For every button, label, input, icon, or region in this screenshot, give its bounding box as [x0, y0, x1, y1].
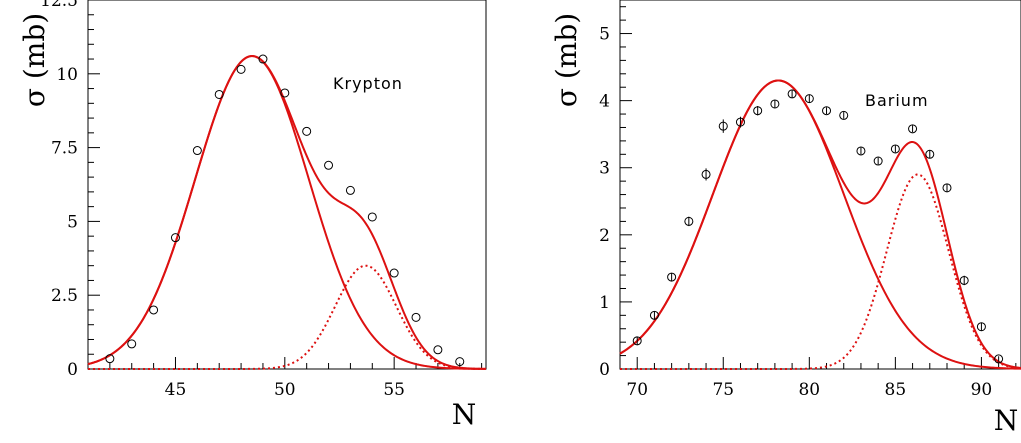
barium-fit-component-1-line: [619, 79, 1021, 370]
barium-x-tick-label: 90: [971, 380, 993, 400]
krypton-data-point: [170, 233, 180, 243]
barium-panel-label: Barium: [865, 91, 929, 110]
barium-y-axis-title: σ (mb): [550, 13, 583, 107]
krypton-panel-label: Krypton: [333, 74, 403, 93]
krypton-data-point: [105, 354, 115, 364]
krypton-x-axis-title: N: [452, 398, 477, 431]
krypton-fit-component-1-line: [87, 55, 486, 370]
barium-data-point: [890, 144, 900, 154]
krypton-y-tick-label: 7.5: [51, 139, 78, 159]
krypton-data-point: [345, 185, 355, 195]
barium-x-tick-label: 70: [626, 380, 648, 400]
krypton-data-point: [302, 126, 312, 136]
krypton-x-tick-label: 50: [274, 380, 296, 400]
krypton-data-point: [236, 64, 246, 74]
barium-data-point: [994, 354, 1004, 364]
krypton-y-tick-label: 12.5: [40, 0, 78, 11]
barium-data-point: [976, 322, 986, 332]
krypton-y-axis-title: σ (mb): [18, 13, 51, 107]
krypton-data-point: [258, 54, 268, 64]
barium-y-tick-label: 1: [599, 293, 610, 313]
krypton-data-point: [411, 312, 421, 322]
barium-data-point: [753, 106, 763, 116]
barium-x-tick-label: 80: [798, 380, 820, 400]
barium-plot-frame: [619, 0, 1021, 370]
barium-x-tick-label: 85: [885, 380, 907, 400]
barium-fit-component-2-line: [620, 173, 1021, 370]
krypton-data-point: [149, 305, 159, 315]
barium-data-point: [770, 99, 780, 109]
barium-y-tick-label: 0: [599, 360, 610, 380]
barium-data-point: [684, 216, 694, 226]
barium-data-point: [873, 156, 883, 166]
barium-data-point: [787, 89, 797, 99]
krypton-y-tick-label: 0: [67, 360, 78, 380]
krypton-data-point: [127, 339, 137, 349]
krypton-data-point: [455, 357, 465, 367]
krypton-data-point: [389, 268, 399, 278]
krypton-data-point: [192, 146, 202, 156]
barium-y-tick-label: 4: [599, 92, 610, 112]
barium-data-point: [701, 169, 711, 179]
krypton-y-tick-label: 5: [67, 212, 78, 232]
barium-data-point: [839, 110, 849, 120]
krypton-x-tick-label: 45: [165, 380, 187, 400]
krypton-data-point: [214, 89, 224, 99]
barium-y-tick-label: 3: [599, 159, 610, 179]
barium-data-point: [856, 146, 866, 156]
barium-data-point: [718, 121, 728, 131]
krypton-plot-frame: [87, 0, 487, 370]
krypton-fit-sum-line: [87, 54, 487, 370]
barium-x-axis-title: N: [994, 404, 1019, 437]
barium-data-point: [804, 94, 814, 104]
barium-data-point: [667, 272, 677, 282]
krypton-data-point: [433, 345, 443, 355]
barium-data-point: [735, 117, 745, 127]
krypton-data-point: [280, 88, 290, 98]
krypton-data-point: [367, 212, 377, 222]
krypton-y-tick-label: 10: [56, 65, 78, 85]
barium-y-tick-label: 2: [599, 226, 610, 246]
krypton-fit-component-2-line: [88, 264, 486, 370]
krypton-data-point: [324, 160, 334, 170]
krypton-y-tick-label: 2.5: [51, 286, 78, 306]
barium-y-tick-label: 5: [599, 25, 610, 45]
barium-fit-sum-line: [619, 79, 1021, 369]
barium-data-point: [632, 336, 642, 346]
barium-data-point: [925, 149, 935, 159]
barium-data-point: [959, 275, 969, 285]
krypton-panel: σ (mb) N Krypton 45 50 55 0 2.5 5 7.5 10 12.5: [18, 0, 487, 431]
barium-data-point: [942, 183, 952, 193]
barium-panel: σ (mb) N Barium 70 75 80 85 90 0 1 2 3 4 5: [550, 0, 1021, 437]
barium-data-point: [822, 106, 832, 116]
barium-data-point: [649, 310, 659, 320]
krypton-x-tick-label: 55: [383, 380, 405, 400]
barium-x-tick-label: 75: [712, 380, 734, 400]
barium-data-point: [908, 124, 918, 134]
